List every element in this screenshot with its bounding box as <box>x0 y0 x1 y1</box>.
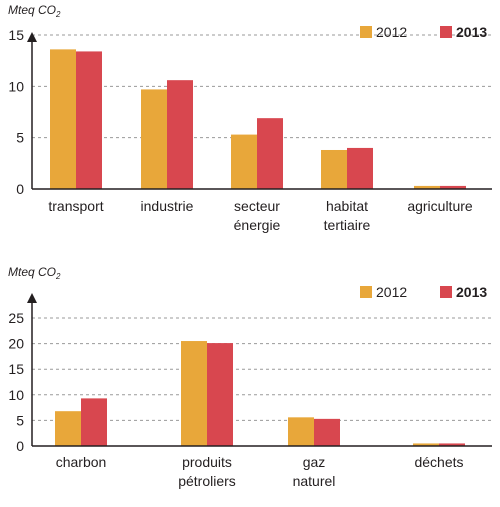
bar-2012 <box>55 411 81 446</box>
category-label: secteur <box>234 198 280 214</box>
y-tick-label: 5 <box>16 130 24 146</box>
category-label: produits <box>182 454 232 470</box>
bar-2012 <box>413 443 439 446</box>
category-label: naturel <box>293 473 336 489</box>
bar-2012 <box>141 89 167 189</box>
y-tick-label: 15 <box>8 361 24 377</box>
category-label: énergie <box>234 217 281 233</box>
bar-2012 <box>321 149 347 189</box>
bar-2012 <box>181 341 207 446</box>
bar-2013 <box>314 418 340 446</box>
legend-swatch <box>360 286 372 298</box>
bar-2013 <box>167 80 193 189</box>
category-label: déchets <box>414 454 463 470</box>
y-tick-label: 10 <box>8 387 24 403</box>
category-label: gaz <box>303 454 326 470</box>
legend-swatch <box>360 26 372 38</box>
bar-2013 <box>347 147 373 189</box>
category-label: industrie <box>141 198 194 214</box>
chart-by-energy: Mteq CO2 0 5 10 15 20 25 charbon produits pétroli… <box>8 265 492 489</box>
y-tick-label: 20 <box>8 336 24 352</box>
bar-2013 <box>440 185 466 189</box>
bar-2013 <box>439 443 465 446</box>
legend-label: 2013 <box>456 284 487 300</box>
y-tick-label: 0 <box>16 438 24 454</box>
chart-by-sector: Mteq CO2 0 5 10 15 transport industrie secteur é… <box>8 3 492 233</box>
bar-2012 <box>231 134 257 189</box>
legend-swatch <box>440 286 452 298</box>
category-label: pétroliers <box>178 473 236 489</box>
category-label: transport <box>48 198 103 214</box>
legend-label: 2012 <box>376 284 407 300</box>
category-label: charbon <box>56 454 107 470</box>
legend-swatch <box>440 26 452 38</box>
bar-2013 <box>207 343 233 446</box>
bar-2013 <box>76 51 102 189</box>
legend-label: 2013 <box>456 24 487 40</box>
bar-2013 <box>257 118 283 189</box>
y-tick-label: 25 <box>8 310 24 326</box>
bar-2013 <box>81 398 107 446</box>
y-tick-label: 0 <box>16 181 24 197</box>
category-label: habitat <box>326 198 368 214</box>
y-unit-label: Mteq CO2 <box>8 265 61 281</box>
y-axis-arrow <box>27 32 37 42</box>
category-label: agriculture <box>407 198 473 214</box>
bar-2012 <box>50 49 76 189</box>
category-label: tertiaire <box>324 217 371 233</box>
y-unit-label: Mteq CO2 <box>8 3 61 19</box>
y-tick-label: 10 <box>8 78 24 94</box>
bar-2012 <box>288 417 314 446</box>
y-axis-arrow <box>27 293 37 303</box>
y-tick-label: 15 <box>8 27 24 43</box>
legend-label: 2012 <box>376 24 407 40</box>
y-tick-label: 5 <box>16 412 24 428</box>
bar-2012 <box>414 185 440 189</box>
